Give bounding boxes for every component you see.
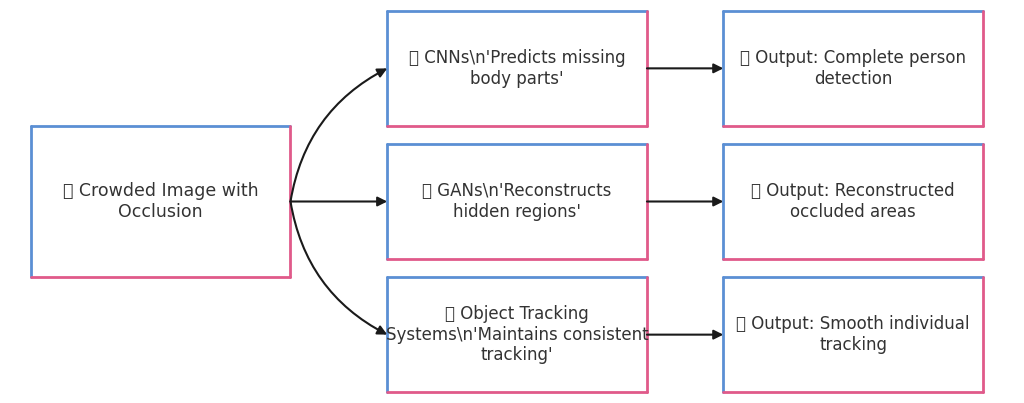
FancyBboxPatch shape xyxy=(388,144,646,259)
FancyBboxPatch shape xyxy=(32,127,290,276)
Text: ✅ Output: Complete person
detection: ✅ Output: Complete person detection xyxy=(740,49,967,88)
FancyBboxPatch shape xyxy=(724,11,982,126)
FancyBboxPatch shape xyxy=(724,277,982,392)
FancyBboxPatch shape xyxy=(724,144,982,259)
Text: 🧠 CNNs\n'Predicts missing
body parts': 🧠 CNNs\n'Predicts missing body parts' xyxy=(409,49,626,88)
FancyBboxPatch shape xyxy=(388,11,646,126)
Text: ✅ Output: Smooth individual
tracking: ✅ Output: Smooth individual tracking xyxy=(736,315,970,354)
FancyBboxPatch shape xyxy=(388,277,646,392)
Text: 🎥 Object Tracking
Systems\n'Maintains consistent
tracking': 🎥 Object Tracking Systems\n'Maintains co… xyxy=(386,305,648,364)
Text: ✅ Output: Reconstructed
occluded areas: ✅ Output: Reconstructed occluded areas xyxy=(752,182,955,221)
Text: 🖼 Crowded Image with
Occlusion: 🖼 Crowded Image with Occlusion xyxy=(62,182,258,221)
Text: 🍪 GANs\n'Reconstructs
hidden regions': 🍪 GANs\n'Reconstructs hidden regions' xyxy=(423,182,611,221)
